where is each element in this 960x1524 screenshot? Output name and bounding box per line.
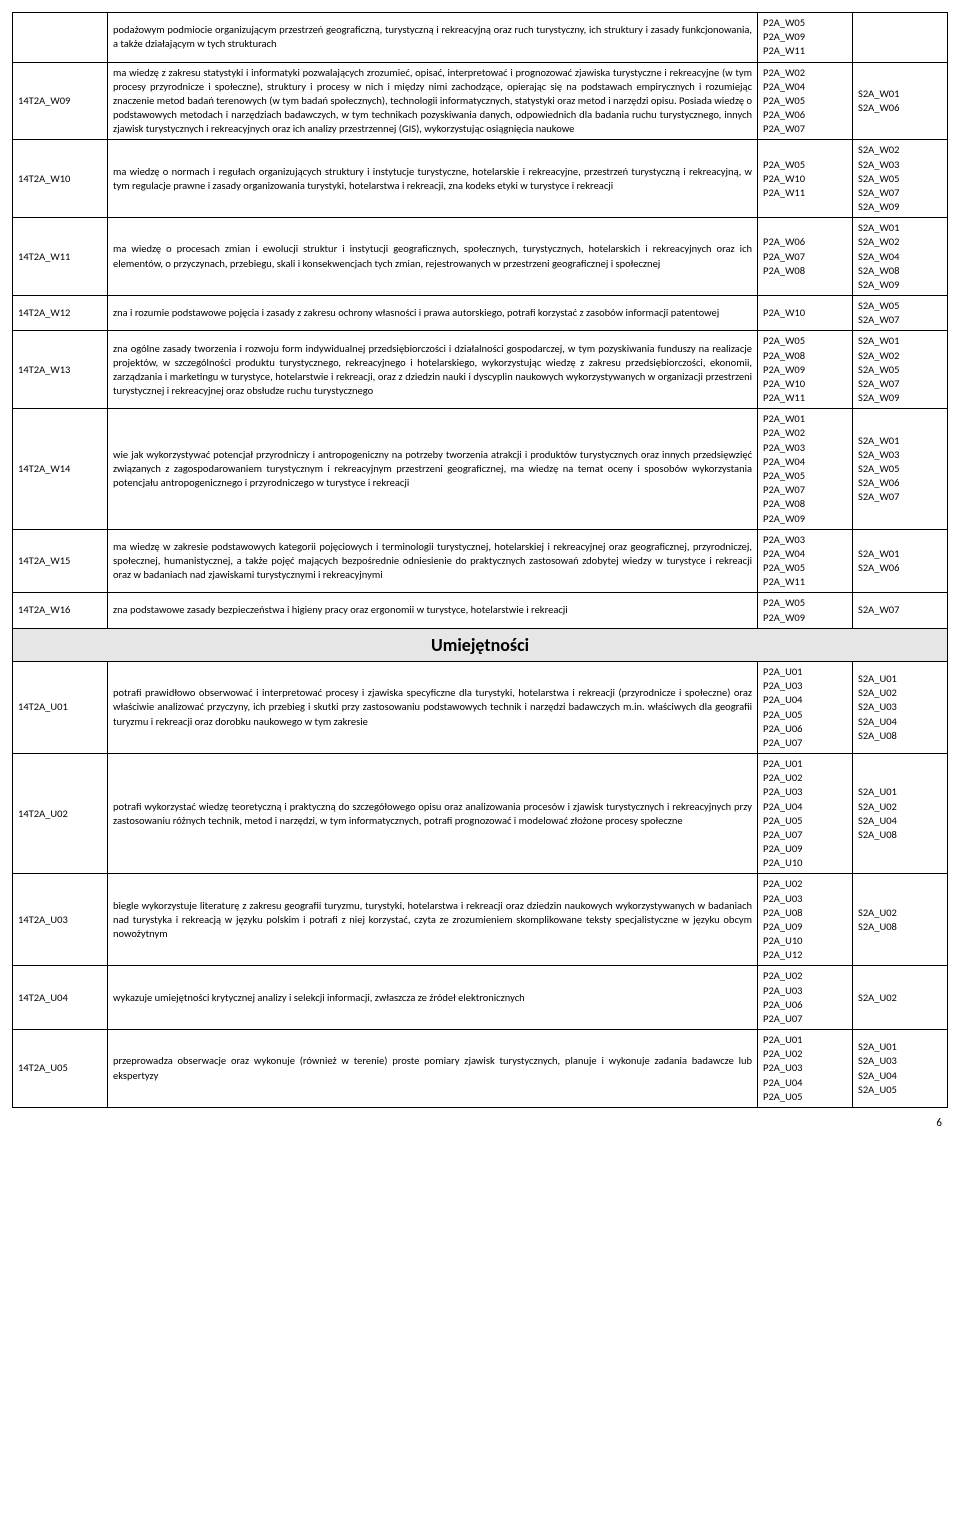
code-cell: 14T2A_W10 (13, 140, 108, 218)
p2a-cell: P2A_W03 P2A_W04 P2A_W05 P2A_W11 (758, 529, 853, 593)
code-cell (13, 13, 108, 63)
code-cell: 14T2A_U03 (13, 874, 108, 966)
description-cell: zna ogólne zasady tworzenia i rozwoju fo… (107, 331, 757, 409)
description-cell: wykazuje umiejętności krytycznej analizy… (107, 966, 757, 1030)
description-cell: przeprowadza obserwacje oraz wykonuje (r… (107, 1030, 757, 1108)
description-cell: ma wiedzę z zakresu statystyki i informa… (107, 62, 757, 140)
table-row: podażowym podmiocie organizującym przest… (13, 13, 948, 63)
code-cell: 14T2A_W13 (13, 331, 108, 409)
code-cell: 14T2A_W11 (13, 218, 108, 296)
code-cell: 14T2A_W15 (13, 529, 108, 593)
code-cell: 14T2A_W16 (13, 593, 108, 628)
s2a-cell: S2A_W01 S2A_W06 (853, 62, 948, 140)
p2a-cell: P2A_W06 P2A_W07 P2A_W08 (758, 218, 853, 296)
description-cell: biegle wykorzystuje literaturę z zakresu… (107, 874, 757, 966)
p2a-cell: P2A_W05 P2A_W10 P2A_W11 (758, 140, 853, 218)
s2a-cell: S2A_U02 S2A_U08 (853, 874, 948, 966)
code-cell: 14T2A_W14 (13, 409, 108, 529)
table-row: 14T2A_U02potrafi wykorzystać wiedzę teor… (13, 754, 948, 874)
p2a-cell: P2A_U01 P2A_U02 P2A_U03 P2A_U04 P2A_U05 … (758, 754, 853, 874)
s2a-cell: S2A_U02 (853, 966, 948, 1030)
table-row: 14T2A_W12zna i rozumie podstawowe pojęci… (13, 296, 948, 331)
p2a-cell: P2A_U02 P2A_U03 P2A_U08 P2A_U09 P2A_U10 … (758, 874, 853, 966)
p2a-cell: P2A_W01 P2A_W02 P2A_W03 P2A_W04 P2A_W05 … (758, 409, 853, 529)
p2a-cell: P2A_U02 P2A_U03 P2A_U06 P2A_U07 (758, 966, 853, 1030)
description-cell: zna podstawowe zasady bezpieczeństwa i h… (107, 593, 757, 628)
s2a-cell: S2A_W01 S2A_W06 (853, 529, 948, 593)
p2a-cell: P2A_W05 P2A_W08 P2A_W09 P2A_W10 P2A_W11 (758, 331, 853, 409)
description-cell: ma wiedzę o procesach zmian i ewolucji s… (107, 218, 757, 296)
s2a-cell: S2A_U01 S2A_U02 S2A_U04 S2A_U08 (853, 754, 948, 874)
p2a-cell: P2A_W05 P2A_W09 P2A_W11 (758, 13, 853, 63)
description-cell: podażowym podmiocie organizującym przest… (107, 13, 757, 63)
p2a-cell: P2A_U01 P2A_U02 P2A_U03 P2A_U04 P2A_U05 (758, 1030, 853, 1108)
s2a-cell: S2A_W01 S2A_W02 S2A_W05 S2A_W07 S2A_W09 (853, 331, 948, 409)
code-cell: 14T2A_U05 (13, 1030, 108, 1108)
table-row: 14T2A_W16zna podstawowe zasady bezpiecze… (13, 593, 948, 628)
p2a-cell: P2A_W10 (758, 296, 853, 331)
code-cell: 14T2A_U01 (13, 662, 108, 754)
table-row: 14T2A_U01potrafi prawidłowo obserwować i… (13, 662, 948, 754)
s2a-cell: S2A_W01 S2A_W02 S2A_W04 S2A_W08 S2A_W09 (853, 218, 948, 296)
s2a-cell: S2A_W05 S2A_W07 (853, 296, 948, 331)
s2a-cell: S2A_U01 S2A_U03 S2A_U04 S2A_U05 (853, 1030, 948, 1108)
table-row: 14T2A_W10ma wiedzę o normach i regułach … (13, 140, 948, 218)
description-cell: ma wiedzę o normach i regułach organizuj… (107, 140, 757, 218)
p2a-cell: P2A_W05 P2A_W09 (758, 593, 853, 628)
section-header: Umiejętności (13, 628, 948, 661)
s2a-cell (853, 13, 948, 63)
s2a-cell: S2A_W01 S2A_W03 S2A_W05 S2A_W06 S2A_W07 (853, 409, 948, 529)
code-cell: 14T2A_W12 (13, 296, 108, 331)
p2a-cell: P2A_U01 P2A_U03 P2A_U04 P2A_U05 P2A_U06 … (758, 662, 853, 754)
section-header-row: Umiejętności (13, 628, 948, 661)
page-number: 6 (12, 1116, 948, 1129)
p2a-cell: P2A_W02 P2A_W04 P2A_W05 P2A_W06 P2A_W07 (758, 62, 853, 140)
table-row: 14T2A_W15ma wiedzę w zakresie podstawowy… (13, 529, 948, 593)
description-cell: potrafi prawidłowo obserwować i interpre… (107, 662, 757, 754)
s2a-cell: S2A_U01 S2A_U02 S2A_U03 S2A_U04 S2A_U08 (853, 662, 948, 754)
table-row: 14T2A_U05przeprowadza obserwacje oraz wy… (13, 1030, 948, 1108)
outcomes-table: podażowym podmiocie organizującym przest… (12, 12, 948, 1108)
code-cell: 14T2A_U04 (13, 966, 108, 1030)
description-cell: zna i rozumie podstawowe pojęcia i zasad… (107, 296, 757, 331)
code-cell: 14T2A_U02 (13, 754, 108, 874)
table-row: 14T2A_W11ma wiedzę o procesach zmian i e… (13, 218, 948, 296)
table-row: 14T2A_W13zna ogólne zasady tworzenia i r… (13, 331, 948, 409)
table-row: 14T2A_U04wykazuje umiejętności krytyczne… (13, 966, 948, 1030)
table-row: 14T2A_U03biegle wykorzystuje literaturę … (13, 874, 948, 966)
description-cell: wie jak wykorzystywać potencjał przyrodn… (107, 409, 757, 529)
s2a-cell: S2A_W02 S2A_W03 S2A_W05 S2A_W07 S2A_W09 (853, 140, 948, 218)
s2a-cell: S2A_W07 (853, 593, 948, 628)
description-cell: ma wiedzę w zakresie podstawowych katego… (107, 529, 757, 593)
table-row: 14T2A_W14wie jak wykorzystywać potencjał… (13, 409, 948, 529)
table-row: 14T2A_W09ma wiedzę z zakresu statystyki … (13, 62, 948, 140)
description-cell: potrafi wykorzystać wiedzę teoretyczną i… (107, 754, 757, 874)
code-cell: 14T2A_W09 (13, 62, 108, 140)
